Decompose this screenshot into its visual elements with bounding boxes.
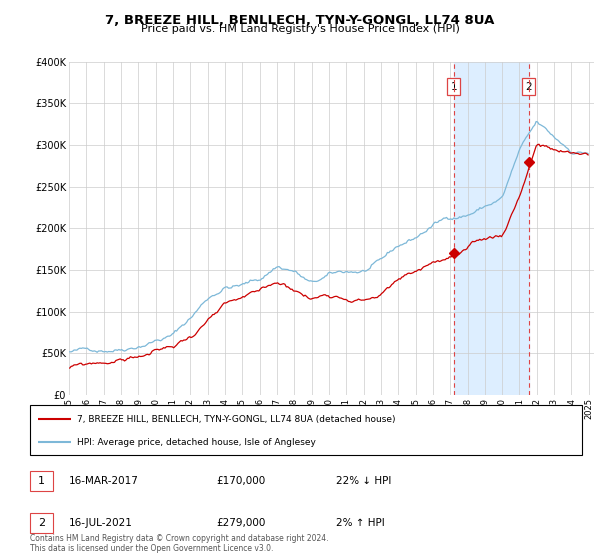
Text: 16-MAR-2017: 16-MAR-2017 <box>69 477 139 486</box>
Text: 1: 1 <box>451 82 457 92</box>
Text: 2: 2 <box>38 519 45 528</box>
FancyBboxPatch shape <box>30 405 582 455</box>
Text: Contains HM Land Registry data © Crown copyright and database right 2024.
This d: Contains HM Land Registry data © Crown c… <box>30 534 329 553</box>
Text: 16-JUL-2021: 16-JUL-2021 <box>69 519 133 528</box>
Text: 7, BREEZE HILL, BENLLECH, TYN-Y-GONGL, LL74 8UA (detached house): 7, BREEZE HILL, BENLLECH, TYN-Y-GONGL, L… <box>77 415 395 424</box>
Text: 1: 1 <box>38 477 45 486</box>
Text: Price paid vs. HM Land Registry's House Price Index (HPI): Price paid vs. HM Land Registry's House … <box>140 24 460 34</box>
Text: 22% ↓ HPI: 22% ↓ HPI <box>336 477 391 486</box>
Bar <box>454 62 529 395</box>
Text: 2: 2 <box>526 82 532 92</box>
Text: 2% ↑ HPI: 2% ↑ HPI <box>336 519 385 528</box>
Text: £279,000: £279,000 <box>216 519 265 528</box>
Text: £170,000: £170,000 <box>216 477 265 486</box>
Text: 7, BREEZE HILL, BENLLECH, TYN-Y-GONGL, LL74 8UA: 7, BREEZE HILL, BENLLECH, TYN-Y-GONGL, L… <box>106 14 494 27</box>
Text: HPI: Average price, detached house, Isle of Anglesey: HPI: Average price, detached house, Isle… <box>77 438 316 447</box>
